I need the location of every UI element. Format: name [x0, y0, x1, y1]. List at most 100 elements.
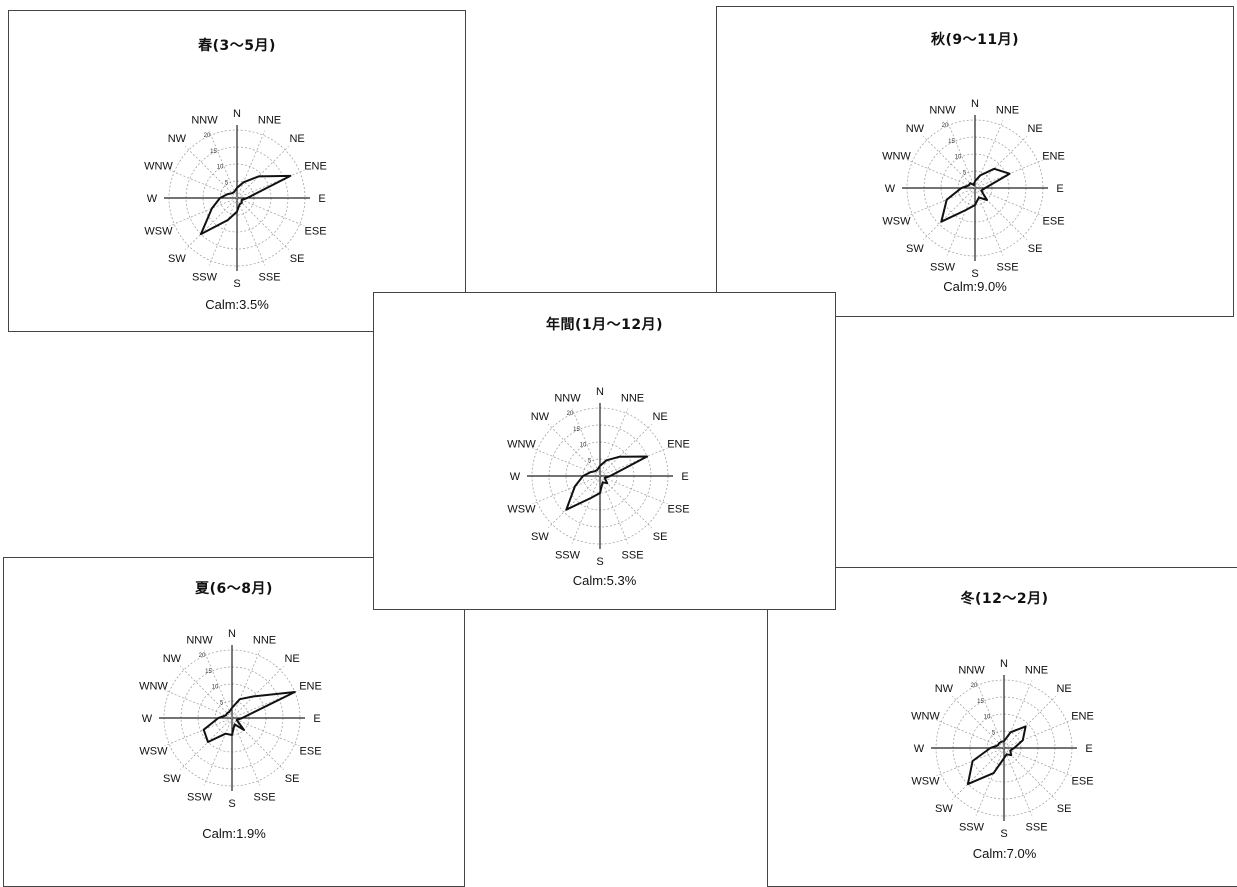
direction-label: SSW [930, 262, 956, 274]
data-point [294, 691, 296, 693]
direction-label: NE [289, 133, 304, 145]
direction-label: SSE [254, 792, 276, 804]
direction-label: NW [906, 123, 925, 135]
direction-spoke [907, 159, 976, 189]
direction-label: ENE [667, 438, 690, 450]
direction-label: N [971, 98, 979, 110]
direction-label: SSW [192, 272, 218, 284]
direction-spoke [923, 136, 976, 189]
direction-spoke [180, 717, 233, 770]
direction-label: N [596, 386, 604, 398]
data-point [246, 197, 248, 199]
direction-spoke [180, 666, 233, 719]
radial-tick-label: 20 [204, 133, 211, 139]
rose-panel-summer: 夏(6～8月) 5 10 15 20 N NNE NE ENE E ESE SE SSE S SSW SW W… [3, 557, 465, 887]
data-point [1009, 173, 1011, 175]
direction-spoke [164, 717, 233, 747]
direction-spoke [231, 717, 261, 786]
data-point [233, 191, 235, 193]
direction-label: SSE [1026, 822, 1048, 834]
direction-label: NNW [958, 664, 985, 676]
direction-label: SW [163, 773, 181, 785]
direction-spoke [936, 747, 1005, 777]
radial-tick-label: 15 [205, 669, 212, 675]
data-point [1009, 731, 1012, 733]
direction-label: SE [285, 773, 300, 785]
data-point [605, 459, 608, 461]
direction-spoke [599, 475, 652, 528]
direction-spoke [208, 130, 238, 199]
direction-label: WNW [139, 680, 168, 692]
direction-label: WSW [882, 216, 911, 228]
data-point [239, 698, 241, 700]
direction-spoke [923, 187, 976, 240]
direction-label: W [510, 471, 521, 483]
direction-label: ESE [305, 226, 327, 238]
direction-label: N [228, 628, 236, 640]
calm-label: Calm:1.9% [202, 826, 266, 841]
data-point [239, 203, 241, 205]
radial-tick-label: 5 [992, 730, 996, 736]
direction-spoke [236, 197, 266, 266]
data-point [236, 211, 238, 213]
direction-label: NW [531, 411, 550, 423]
direction-spoke [231, 650, 261, 719]
direction-spoke [571, 408, 601, 477]
direction-label: WSW [144, 226, 173, 238]
radial-tick-label: 15 [573, 427, 580, 433]
data-point [289, 175, 291, 177]
direction-label: E [313, 713, 320, 725]
radial-tick-label: 15 [977, 699, 984, 705]
data-point [228, 711, 230, 713]
direction-spoke [164, 689, 233, 719]
direction-spoke [936, 719, 1005, 749]
data-point [969, 182, 971, 184]
data-point [960, 187, 962, 189]
direction-spoke [599, 475, 668, 505]
direction-spoke [203, 717, 233, 786]
direction-spoke [974, 136, 1027, 189]
direction-label: SE [1028, 243, 1043, 255]
data-point [1009, 750, 1011, 752]
calm-label: Calm:7.0% [972, 846, 1037, 861]
data-point [226, 712, 228, 714]
data-point [1000, 741, 1002, 743]
data-point [1006, 753, 1008, 755]
radial-tick-label: 20 [567, 411, 574, 417]
direction-label: NNW [929, 104, 956, 116]
direction-label: NNE [258, 114, 281, 126]
data-point [217, 717, 219, 719]
direction-label: WSW [911, 776, 940, 788]
direction-label: SE [1057, 803, 1072, 815]
data-point [236, 187, 238, 189]
direction-label: NNW [191, 114, 218, 126]
data-point [582, 475, 584, 477]
panel-title: 夏(6～8月) [195, 581, 273, 597]
data-point [225, 714, 227, 716]
data-point [606, 482, 608, 484]
data-point [993, 168, 995, 170]
direction-label: ESE [1043, 216, 1065, 228]
direction-spoke [231, 717, 300, 747]
direction-spoke [952, 747, 1005, 800]
direction-spoke [1003, 696, 1056, 749]
direction-spoke [208, 197, 238, 266]
direction-label: NW [163, 653, 182, 665]
data-point [984, 187, 986, 189]
data-point [231, 707, 233, 709]
direction-label: S [233, 278, 240, 290]
direction-spoke [975, 680, 1005, 749]
direction-label: E [1056, 183, 1063, 195]
direction-spoke [571, 475, 601, 544]
direction-label: SW [531, 531, 549, 543]
direction-label: S [596, 556, 603, 568]
direction-label: WSW [139, 746, 168, 758]
direction-spoke [974, 187, 1043, 217]
panel-title: 秋(9～11月) [930, 32, 1020, 48]
data-point [574, 485, 576, 487]
direction-spoke [952, 696, 1005, 749]
data-point [207, 741, 209, 743]
data-point [998, 742, 1000, 744]
data-point [602, 481, 604, 483]
direction-spoke [548, 475, 601, 528]
